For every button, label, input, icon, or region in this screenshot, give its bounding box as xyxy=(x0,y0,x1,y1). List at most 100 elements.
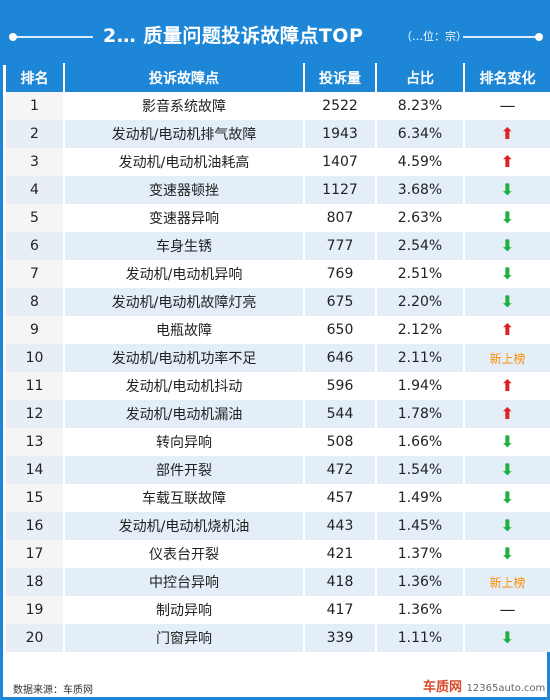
share-cell: 1.36% xyxy=(376,568,465,596)
table-row: 11 发动机/电动机抖动 596 1.94% ⬆ xyxy=(6,372,550,400)
change-cell: ⬇ xyxy=(464,540,550,568)
rank-cell: 20 xyxy=(6,624,65,652)
share-cell: 1.78% xyxy=(376,400,465,428)
table-row: 17 仪表台开裂 421 1.37% ⬇ xyxy=(6,540,550,568)
rank-cell: 10 xyxy=(6,344,65,372)
change-cell: ⬇ xyxy=(464,624,550,652)
table-header-row: 排名 投诉故障点 投诉量 占比 排名变化 xyxy=(6,63,550,92)
fault-cell: 中控台异响 xyxy=(64,568,305,596)
rank-cell: 11 xyxy=(6,372,65,400)
table-row: 8 发动机/电动机故障灯亮 675 2.20% ⬇ xyxy=(6,288,550,316)
change-cell: — xyxy=(464,92,550,120)
count-cell: 769 xyxy=(304,260,377,288)
title-decor-left xyxy=(9,33,93,41)
title-decor-right xyxy=(463,33,543,41)
fault-cell: 门窗异响 xyxy=(64,624,305,652)
fault-cell: 变速器顿挫 xyxy=(64,176,305,204)
header-fault: 投诉故障点 xyxy=(64,63,305,92)
share-cell: 1.54% xyxy=(376,456,465,484)
share-cell: 6.34% xyxy=(376,120,465,148)
share-cell: 8.23% xyxy=(376,92,465,120)
header-rank: 排名 xyxy=(6,63,65,92)
title-bar: 2… 质量问题投诉故障点TOP （…位：宗） xyxy=(3,3,547,65)
rank-cell: 19 xyxy=(6,596,65,624)
fault-cell: 部件开裂 xyxy=(64,456,305,484)
arrow-down-icon: ⬇ xyxy=(500,487,515,507)
change-cell: ⬇ xyxy=(464,456,550,484)
fault-cell: 发动机/电动机排气故障 xyxy=(64,120,305,148)
table-row: 5 变速器异响 807 2.63% ⬇ xyxy=(6,204,550,232)
share-cell: 1.66% xyxy=(376,428,465,456)
share-cell: 2.12% xyxy=(376,316,465,344)
count-cell: 646 xyxy=(304,344,377,372)
fault-cell: 变速器异响 xyxy=(64,204,305,232)
arrow-down-icon: ⬇ xyxy=(500,515,515,535)
share-cell: 4.59% xyxy=(376,148,465,176)
share-cell: 1.37% xyxy=(376,540,465,568)
change-cell: ⬆ xyxy=(464,400,550,428)
table-row: 9 电瓶故障 650 2.12% ⬆ xyxy=(6,316,550,344)
count-cell: 1127 xyxy=(304,176,377,204)
fault-cell: 发动机/电动机故障灯亮 xyxy=(64,288,305,316)
rank-cell: 9 xyxy=(6,316,65,344)
fault-cell: 车载互联故障 xyxy=(64,484,305,512)
change-cell: ⬇ xyxy=(464,260,550,288)
rank-cell: 2 xyxy=(6,120,65,148)
new-entry-badge: 新上榜 xyxy=(489,351,526,366)
count-cell: 1407 xyxy=(304,148,377,176)
fault-cell: 转向异响 xyxy=(64,428,305,456)
rank-cell: 5 xyxy=(6,204,65,232)
share-cell: 2.51% xyxy=(376,260,465,288)
dash-icon: — xyxy=(499,95,516,115)
new-entry-badge: 新上榜 xyxy=(489,575,526,590)
rank-cell: 15 xyxy=(6,484,65,512)
brand-watermark: 车质网 12365auto.com xyxy=(423,676,545,695)
arrow-down-icon: ⬇ xyxy=(500,263,515,283)
change-cell: ⬆ xyxy=(464,120,550,148)
unit-label: （…位：宗） xyxy=(401,30,467,43)
count-cell: 417 xyxy=(304,596,377,624)
table-row: 15 车载互联故障 457 1.49% ⬇ xyxy=(6,484,550,512)
arrow-up-icon: ⬆ xyxy=(500,319,515,339)
count-cell: 650 xyxy=(304,316,377,344)
brand-url: 12365auto.com xyxy=(466,683,546,694)
share-cell: 1.45% xyxy=(376,512,465,540)
rank-cell: 13 xyxy=(6,428,65,456)
table-row: 4 变速器顿挫 1127 3.68% ⬇ xyxy=(6,176,550,204)
count-cell: 421 xyxy=(304,540,377,568)
count-cell: 339 xyxy=(304,624,377,652)
change-cell: ⬇ xyxy=(464,288,550,316)
change-cell: ⬇ xyxy=(464,232,550,260)
change-cell: 新上榜 xyxy=(464,568,550,596)
share-cell: 1.94% xyxy=(376,372,465,400)
fault-cell: 制动异响 xyxy=(64,596,305,624)
arrow-down-icon: ⬇ xyxy=(500,543,515,563)
header-share: 占比 xyxy=(376,63,465,92)
change-cell: ⬆ xyxy=(464,148,550,176)
fault-cell: 车身生锈 xyxy=(64,232,305,260)
arrow-up-icon: ⬆ xyxy=(500,151,515,171)
fault-cell: 发动机/电动机抖动 xyxy=(64,372,305,400)
count-cell: 675 xyxy=(304,288,377,316)
table-row: 12 发动机/电动机漏油 544 1.78% ⬆ xyxy=(6,400,550,428)
change-cell: ⬇ xyxy=(464,428,550,456)
change-cell: — xyxy=(464,596,550,624)
complaint-table: 排名 投诉故障点 投诉量 占比 排名变化 1 影音系统故障 2522 8.23% —2 发… xyxy=(6,63,550,652)
table-row: 6 车身生锈 777 2.54% ⬇ xyxy=(6,232,550,260)
fault-cell: 发动机/电动机烧机油 xyxy=(64,512,305,540)
change-cell: 新上榜 xyxy=(464,344,550,372)
change-cell: ⬇ xyxy=(464,484,550,512)
fault-cell: 发动机/电动机异响 xyxy=(64,260,305,288)
dash-icon: — xyxy=(499,599,516,619)
count-cell: 596 xyxy=(304,372,377,400)
share-cell: 1.11% xyxy=(376,624,465,652)
count-cell: 807 xyxy=(304,204,377,232)
arrow-down-icon: ⬇ xyxy=(500,179,515,199)
fault-cell: 仪表台开裂 xyxy=(64,540,305,568)
rank-cell: 17 xyxy=(6,540,65,568)
data-source: 数据来源：车质网 xyxy=(13,685,93,696)
share-cell: 2.63% xyxy=(376,204,465,232)
count-cell: 418 xyxy=(304,568,377,596)
count-cell: 508 xyxy=(304,428,377,456)
